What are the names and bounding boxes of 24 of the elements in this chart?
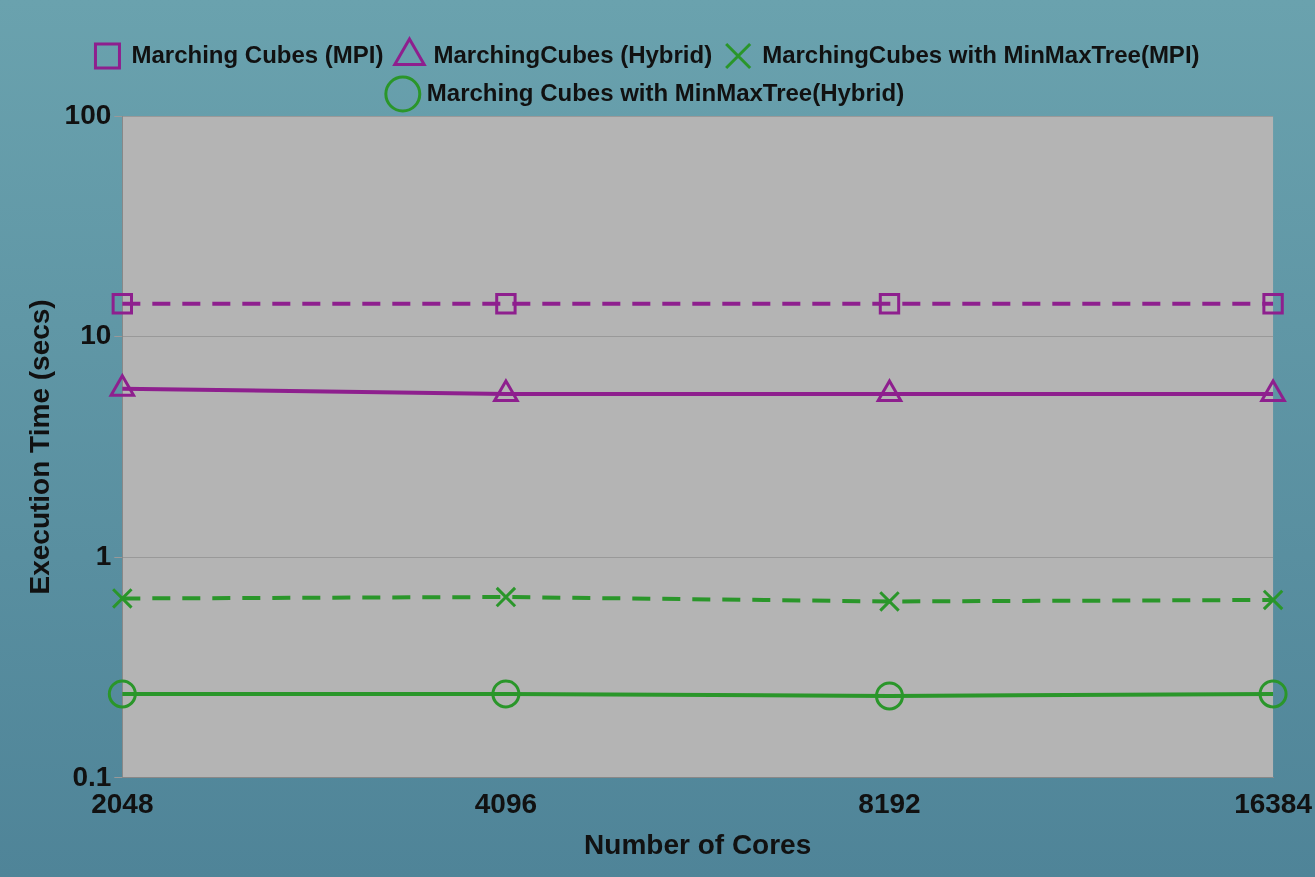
- point: [495, 586, 517, 608]
- point: [878, 590, 901, 613]
- point: [491, 679, 521, 709]
- legend-label: MarchingCubes (Hybrid): [433, 40, 713, 68]
- legend-label: Marching Cubes with MinMaxTree(Hybrid): [426, 78, 905, 106]
- x-tick-label: 4096: [474, 788, 538, 820]
- point: [107, 679, 137, 709]
- y-axis-title: Execution Time (secs): [23, 299, 55, 595]
- point: [1258, 679, 1288, 709]
- point: [1262, 292, 1284, 315]
- point: [111, 587, 134, 610]
- point: [495, 292, 517, 315]
- y-tick-label: 10: [80, 319, 112, 351]
- legend-label: MarchingCubes with MinMaxTree(MPI): [762, 40, 1200, 68]
- x-tick-label: 8192: [858, 788, 921, 820]
- y-tick-label: 1: [95, 539, 112, 571]
- point: [111, 292, 134, 315]
- point: [874, 681, 904, 711]
- x-tick-label: 16384: [1234, 788, 1313, 820]
- x-axis-title: Number of Cores: [584, 828, 812, 860]
- point: [1262, 589, 1284, 611]
- point: [878, 292, 901, 315]
- legend-label: Marching Cubes (MPI): [131, 40, 384, 68]
- y-tick-label: 100: [64, 98, 112, 130]
